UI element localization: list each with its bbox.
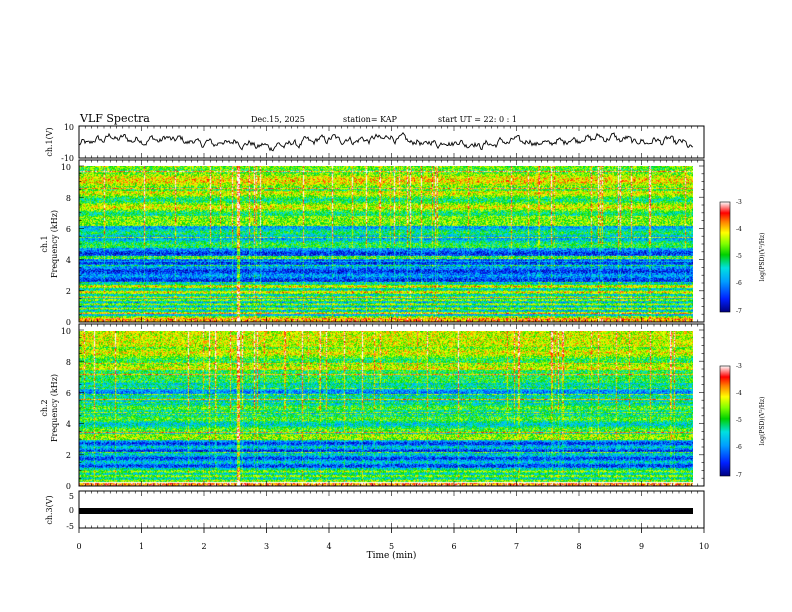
ch1-colorbar: -3 -4 -5 -6 -7 log(PSD)(V²/Hz) [719,199,766,315]
ch1-voltage-line [78,132,694,152]
ch1-frequency-ylabel: Frequency (kHz) [50,210,59,278]
time-axis-label: Time (min) [367,550,417,561]
ch2-ytick-4: 4 [66,420,71,429]
ch2-colorbar-label: log(PSD)(V²/Hz) [759,397,766,446]
ch2-cb-tick-5: -5 [736,417,742,424]
ch1-colorbar-bar [719,201,731,313]
ch1-spectrogram-panel: 0 2 4 6 8 10 ch.1 Frequency (kHz) [40,159,705,327]
ch1-frequency-axis: 0 2 4 6 8 10 [61,163,71,327]
ch2-ytick-0: 0 [66,482,71,491]
ch3-ytick-mid: 0 [69,506,74,515]
ch2-cb-tick-3: -3 [736,363,742,370]
xtick-10: 10 [699,542,709,551]
xtick-2: 2 [201,542,206,551]
ch2-frequency-axis: 0 2 4 6 8 10 [61,327,71,491]
ch1-cb-tick-7: -7 [736,308,742,315]
ch1-cb-tick-6: -6 [736,280,742,287]
ch1-channel-label: ch.1 [40,235,49,252]
ch1-voltage-panel: 10 -10 ch.1(V) [45,123,705,163]
ch1-ytick-0: 0 [66,318,71,327]
time-tick-marks [78,126,705,533]
ch1-cb-tick-5: -5 [736,253,742,260]
header-start-time: start UT = 22: 0 : 1 [438,115,517,124]
ch2-colorbar-bar [719,365,731,477]
ch1-ytick-10: 10 [61,163,71,172]
xtick-3: 3 [264,542,269,551]
ch1-voltage-ylabel: ch.1(V) [45,127,54,156]
ch3-voltage-line [79,508,693,514]
ch3-voltage-panel: 5 0 -5 ch.3(V) [45,490,705,531]
ch2-cb-tick-7: -7 [736,472,742,479]
ch1-cb-tick-3: -3 [736,199,742,206]
ch2-ytick-6: 6 [66,389,71,398]
ch1-cb-tick-4: -4 [736,226,742,233]
figure-title: VLF Spectra [79,112,150,125]
ch3-ytick-top: 5 [69,492,74,501]
header-date: Dec.15, 2025 [251,115,305,124]
ch1-ytick-6: 6 [66,225,71,234]
ch1-colorbar-label: log(PSD)(V²/Hz) [759,233,766,282]
ch1-ytick-4: 4 [66,256,71,265]
xtick-6: 6 [451,542,456,551]
time-axis: 0 1 2 3 4 5 6 7 8 9 10 Time (min) [76,542,709,561]
ch1-spectrogram-heatmap [79,166,693,322]
xtick-8: 8 [576,542,581,551]
ch2-cb-tick-6: -6 [736,444,742,451]
ch2-channel-label: ch.2 [40,399,49,416]
xtick-5: 5 [389,542,394,551]
ch2-spectrogram-heatmap [79,331,693,486]
xtick-1: 1 [139,542,144,551]
ch1-ytick-8: 8 [66,194,71,203]
ch2-frequency-ylabel: Frequency (kHz) [50,374,59,442]
ch2-colorbar: -3 -4 -5 -6 -7 log(PSD)(V²/Hz) [719,363,766,479]
xtick-7: 7 [514,542,519,551]
xtick-4: 4 [326,542,331,551]
ch1-ytick-top: 10 [64,123,74,132]
ch2-ytick-8: 8 [66,358,71,367]
ch1-ytick-bottom: -10 [61,154,74,163]
ch2-ytick-10: 10 [61,327,71,336]
ch2-ytick-2: 2 [66,451,71,460]
ch3-voltage-ylabel: ch.3(V) [45,495,54,524]
ch3-ytick-bottom: -5 [66,522,74,531]
xtick-9: 9 [639,542,644,551]
ch1-ytick-2: 2 [66,287,71,296]
xtick-0: 0 [76,542,81,551]
ch2-spectrogram-panel: 0 2 4 6 8 10 ch.2 Frequency (kHz) [40,323,705,491]
header-station: station= KAP [343,115,398,124]
ch2-cb-tick-4: -4 [736,390,742,397]
